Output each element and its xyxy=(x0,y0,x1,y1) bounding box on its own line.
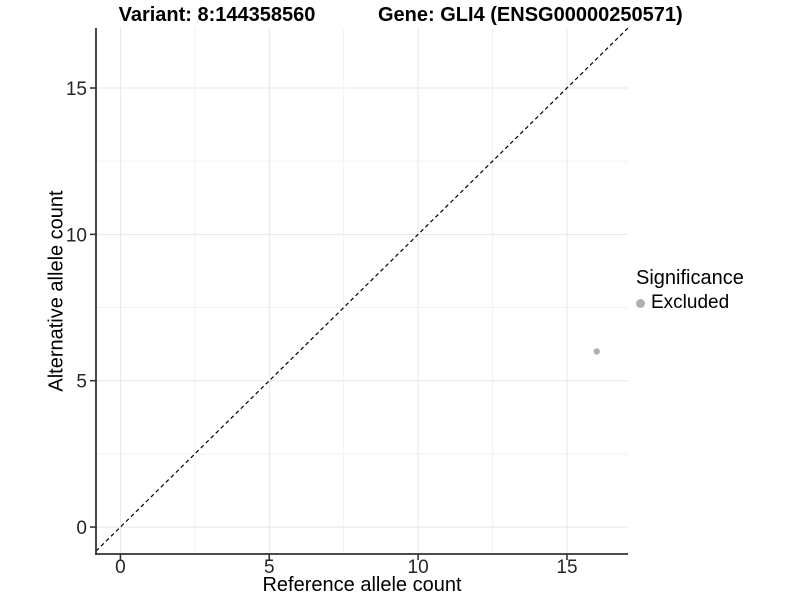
x-tick-label: 15 xyxy=(556,557,577,578)
y-tick-label: 5 xyxy=(76,372,87,393)
legend-item-excluded: Excluded xyxy=(636,292,744,314)
plot-title-gene: Gene: GLI4 (ENSG00000250571) xyxy=(378,4,683,26)
x-tick-label: 0 xyxy=(115,557,126,578)
x-axis-title: Reference allele count xyxy=(262,574,462,596)
x-tick-label: 10 xyxy=(408,557,429,578)
legend-title: Significance xyxy=(636,267,744,289)
data-point xyxy=(593,348,600,355)
legend: Significance Excluded xyxy=(636,266,744,314)
legend-item-label: Excluded xyxy=(651,292,730,313)
identity-reference-line xyxy=(95,27,629,552)
y-tick-label: 0 xyxy=(76,518,87,539)
x-tick-label: 5 xyxy=(264,557,275,578)
y-tick-label: 15 xyxy=(66,79,87,100)
plot-title-variant: Variant: 8:144358560 xyxy=(118,4,316,26)
legend-point-icon xyxy=(636,298,645,308)
y-tick-label: 10 xyxy=(66,225,87,246)
